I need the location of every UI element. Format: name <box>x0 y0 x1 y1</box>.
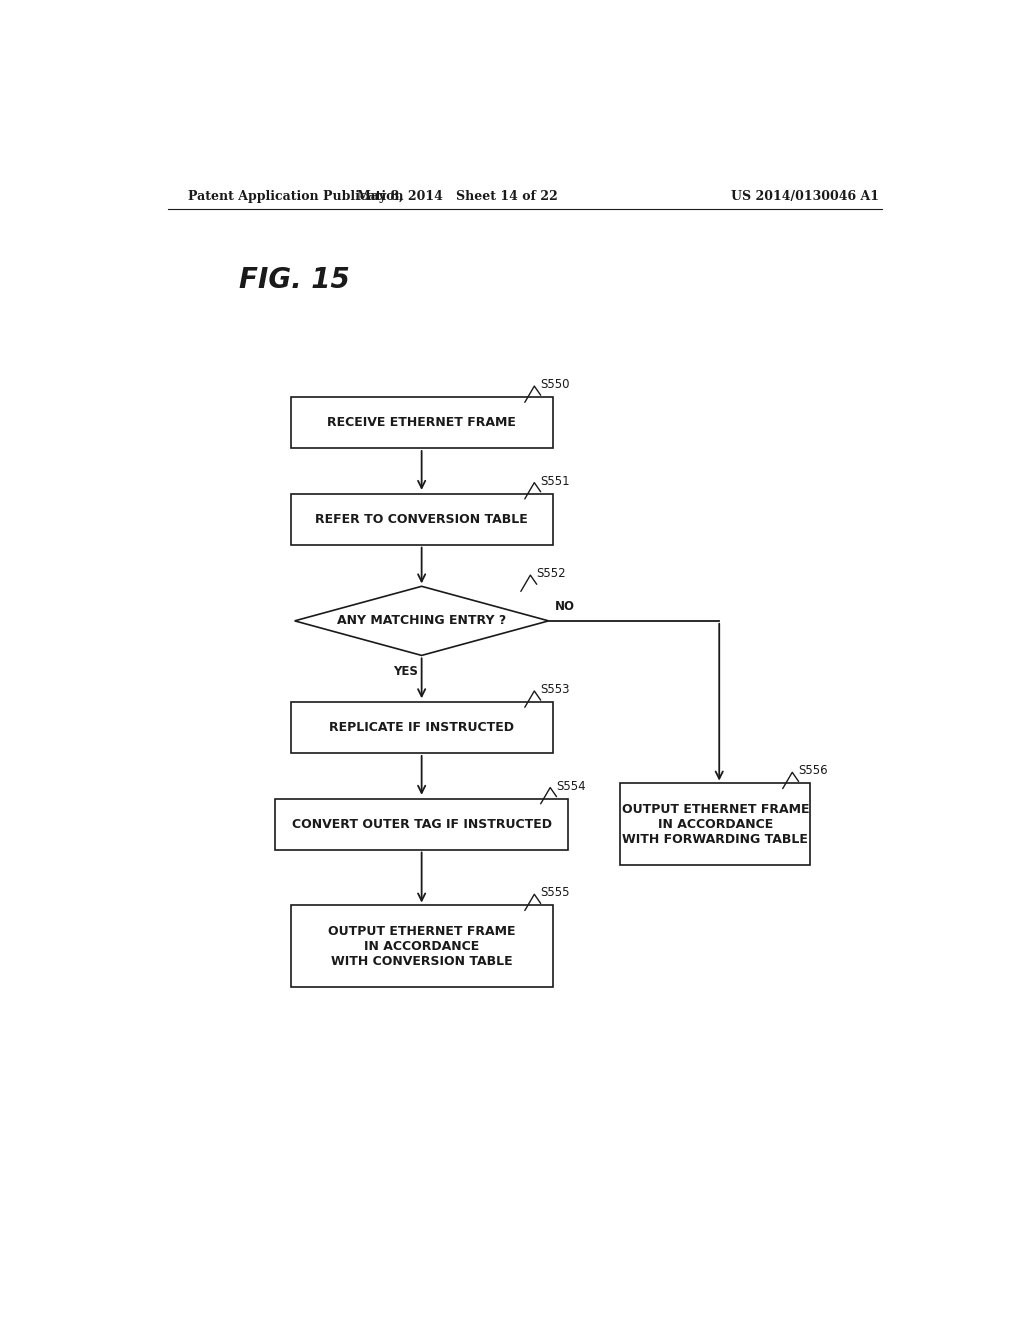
Text: OUTPUT ETHERNET FRAME
IN ACCORDANCE
WITH CONVERSION TABLE: OUTPUT ETHERNET FRAME IN ACCORDANCE WITH… <box>328 924 515 968</box>
FancyBboxPatch shape <box>291 702 553 752</box>
Text: S550: S550 <box>541 378 570 391</box>
Text: REFER TO CONVERSION TABLE: REFER TO CONVERSION TABLE <box>315 512 528 525</box>
Text: RECEIVE ETHERNET FRAME: RECEIVE ETHERNET FRAME <box>328 416 516 429</box>
Text: Patent Application Publication: Patent Application Publication <box>187 190 403 202</box>
FancyBboxPatch shape <box>274 799 568 850</box>
Text: FIG. 15: FIG. 15 <box>240 267 350 294</box>
Text: S552: S552 <box>537 568 566 581</box>
Text: YES: YES <box>393 665 418 678</box>
Text: NO: NO <box>555 599 574 612</box>
Text: S551: S551 <box>541 475 570 487</box>
Text: CONVERT OUTER TAG IF INSTRUCTED: CONVERT OUTER TAG IF INSTRUCTED <box>292 817 552 830</box>
Text: S553: S553 <box>541 682 570 696</box>
Text: REPLICATE IF INSTRUCTED: REPLICATE IF INSTRUCTED <box>329 721 514 734</box>
Text: US 2014/0130046 A1: US 2014/0130046 A1 <box>731 190 880 202</box>
FancyBboxPatch shape <box>291 906 553 987</box>
Text: OUTPUT ETHERNET FRAME
IN ACCORDANCE
WITH FORWARDING TABLE: OUTPUT ETHERNET FRAME IN ACCORDANCE WITH… <box>622 803 809 846</box>
Text: ANY MATCHING ENTRY ?: ANY MATCHING ENTRY ? <box>337 614 506 627</box>
Text: S554: S554 <box>556 780 586 792</box>
Text: S555: S555 <box>541 886 570 899</box>
FancyBboxPatch shape <box>291 397 553 447</box>
Text: S556: S556 <box>799 764 828 777</box>
Text: May 8, 2014   Sheet 14 of 22: May 8, 2014 Sheet 14 of 22 <box>357 190 558 202</box>
FancyBboxPatch shape <box>291 494 553 545</box>
Polygon shape <box>295 586 549 656</box>
FancyBboxPatch shape <box>620 784 811 865</box>
